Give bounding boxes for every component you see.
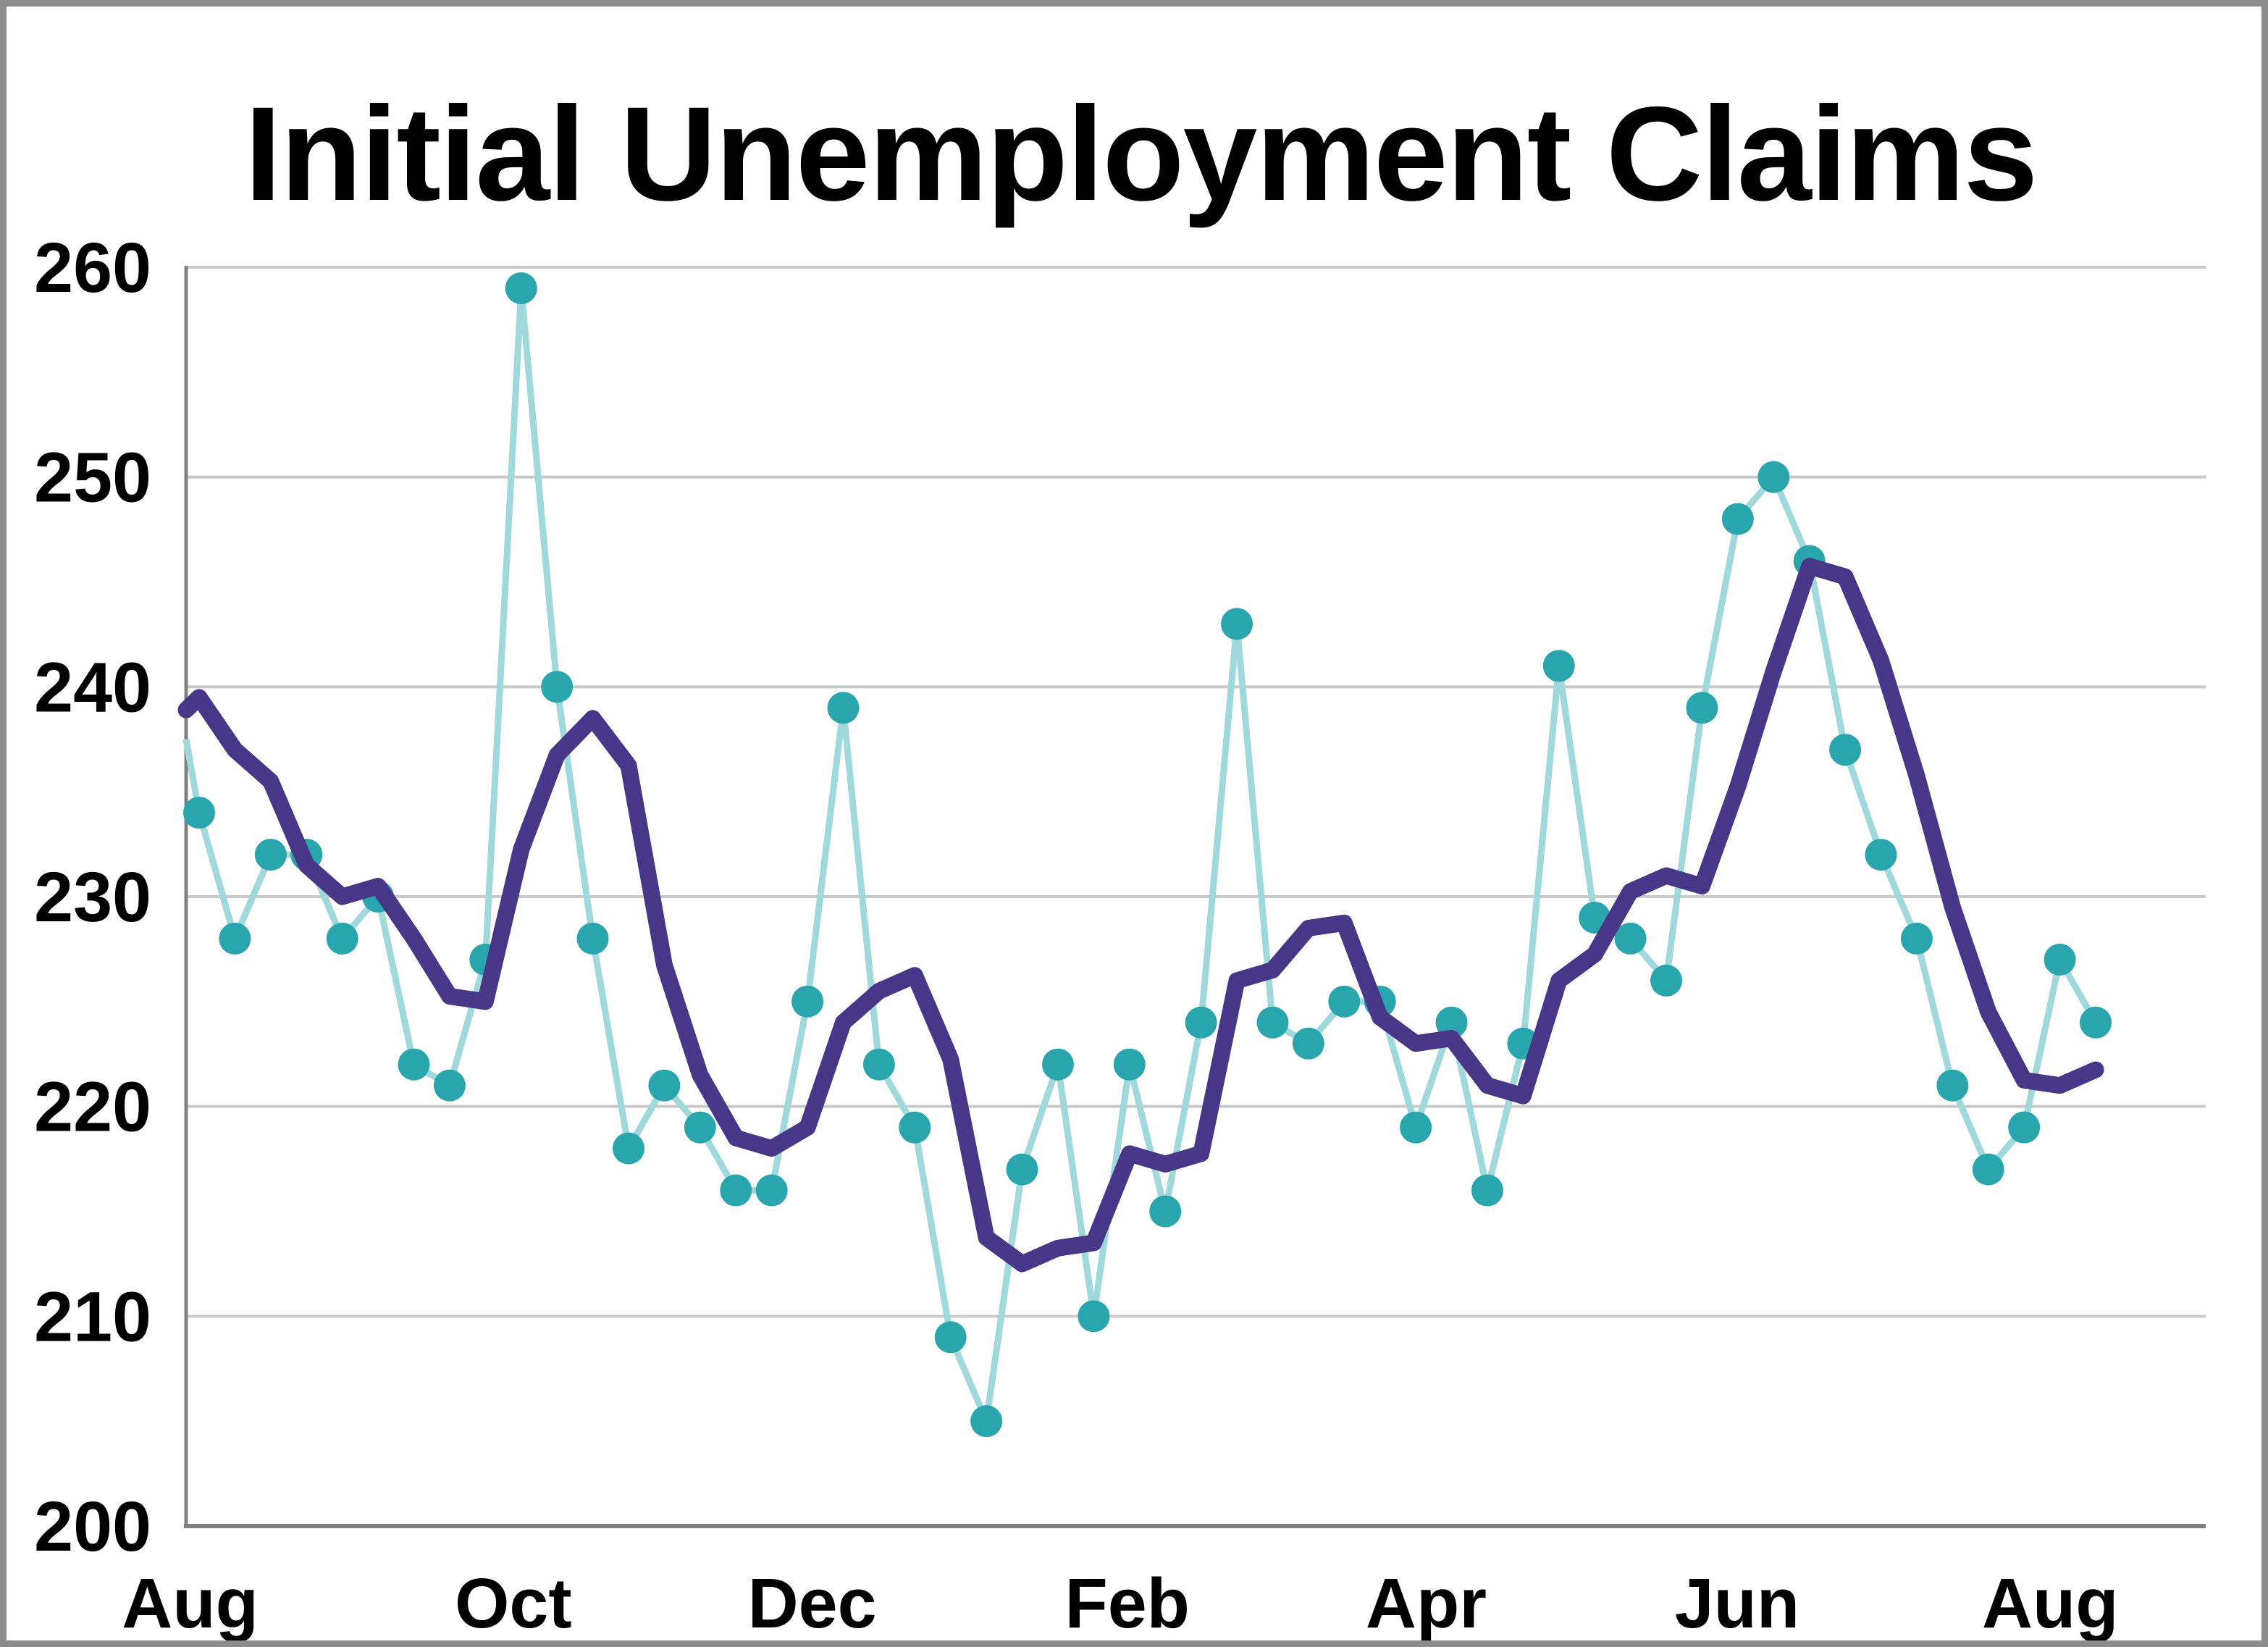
weekly-series-marker	[1972, 1153, 2004, 1186]
weekly-series-marker	[1256, 1006, 1289, 1039]
weekly-series-marker	[2008, 1111, 2041, 1144]
weekly-series-marker	[862, 1048, 895, 1081]
weekly-series-marker	[2080, 1006, 2112, 1039]
weekly-series-marker	[720, 1174, 752, 1207]
y-axis-label: 220	[34, 1068, 151, 1147]
weekly-series-marker	[219, 922, 251, 955]
x-axis-label: Feb	[1064, 1564, 1189, 1643]
moving-average-line	[177, 558, 2104, 1273]
weekly-series-marker	[1435, 1006, 1468, 1039]
weekly-series-marker	[398, 1048, 430, 1081]
x-axis-label: Aug	[1982, 1564, 2119, 1643]
weekly-series-marker	[1221, 608, 1253, 640]
y-axis-label: 250	[34, 438, 151, 517]
weekly-series-marker	[1078, 1300, 1110, 1333]
weekly-series-marker	[1185, 1006, 1217, 1039]
weekly-series-marker	[1400, 1111, 1432, 1144]
weekly-series-marker	[1149, 1195, 1182, 1228]
chart-title: Initial Unemployment Claims	[244, 80, 2038, 229]
y-axis-label: 230	[34, 858, 151, 936]
weekly-series-marker	[791, 985, 824, 1018]
weekly-series-marker	[1900, 922, 1933, 955]
weekly-series-marker	[541, 671, 574, 703]
weekly-series-marker	[1829, 734, 1862, 766]
weekly-series-marker	[612, 1132, 644, 1165]
weekly-series-line	[182, 285, 2099, 1425]
x-axis-label: Apr	[1366, 1564, 1487, 1643]
weekly-series-marker	[1113, 1048, 1146, 1081]
y-axis-label: 200	[34, 1487, 151, 1566]
weekly-series-marker	[576, 922, 609, 955]
y-axis-label: 260	[34, 228, 151, 307]
weekly-series-marker	[648, 1069, 681, 1102]
weekly-series-marker	[326, 922, 358, 955]
weekly-series-marker	[1686, 692, 1718, 724]
x-axis-label: Aug	[122, 1564, 259, 1643]
weekly-series-marker	[505, 272, 537, 304]
weekly-series-marker	[1650, 964, 1683, 997]
x-axis-label: Dec	[748, 1564, 877, 1643]
weekly-series-marker	[1542, 650, 1575, 682]
weekly-series-marker	[1757, 461, 1790, 493]
y-axis-label: 210	[34, 1277, 151, 1356]
x-axis-label: Oct	[455, 1564, 572, 1643]
weekly-series-marker	[1936, 1069, 1969, 1102]
weekly-series-marker	[433, 1069, 466, 1102]
weekly-series-marker	[1328, 985, 1361, 1018]
weekly-series-marker	[1006, 1153, 1038, 1186]
weekly-series-marker	[1292, 1027, 1324, 1060]
weekly-series-marker	[684, 1111, 716, 1144]
weekly-series-marker	[1041, 1048, 1074, 1081]
y-axis-label: 240	[34, 648, 151, 726]
weekly-series-marker	[254, 839, 287, 871]
weekly-series-marker	[1721, 503, 1754, 535]
weekly-series-marker	[2044, 943, 2076, 976]
weekly-series-marker	[899, 1111, 931, 1144]
weekly-series-marker	[970, 1405, 1003, 1438]
weekly-series-marker	[755, 1174, 788, 1207]
weekly-series-marker	[1471, 1174, 1503, 1207]
weekly-series-marker	[183, 797, 215, 829]
weekly-series-marker	[1865, 839, 1897, 871]
x-axis-label: Jun	[1675, 1564, 1799, 1643]
weekly-series-marker	[1614, 922, 1647, 955]
weekly-series-marker	[934, 1321, 967, 1354]
weekly-series-marker	[827, 692, 860, 724]
